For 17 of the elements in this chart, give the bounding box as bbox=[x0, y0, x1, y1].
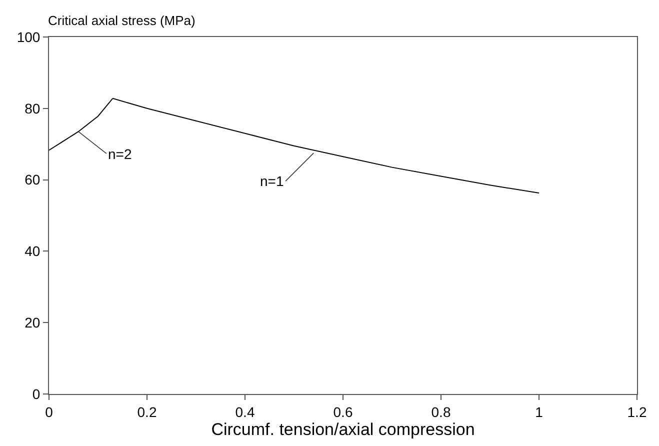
y-tick-label: 40 bbox=[24, 243, 40, 260]
x-tick-label: 1 bbox=[535, 404, 544, 420]
x-tick-label: 0.8 bbox=[431, 404, 451, 420]
y-axis-title: Critical axial stress (MPa) bbox=[48, 13, 196, 28]
x-axis-title: Circumf. tension/axial compression bbox=[211, 420, 475, 439]
x-tick-label: 1.2 bbox=[627, 404, 647, 420]
y-tick-label: 80 bbox=[24, 100, 40, 116]
x-tick-label: 0.4 bbox=[235, 404, 255, 420]
annotation: n=1 bbox=[260, 173, 284, 189]
x-tick-label: 0.6 bbox=[333, 404, 353, 420]
y-tick-label: 100 bbox=[16, 28, 40, 45]
x-tick-label: 0 bbox=[45, 404, 54, 420]
annotation: n=2 bbox=[108, 146, 132, 162]
x-tick-label: 0.2 bbox=[137, 404, 157, 420]
y-tick-label: 0 bbox=[32, 386, 40, 402]
y-tick-label: 60 bbox=[24, 172, 40, 188]
y-tick-label: 20 bbox=[24, 314, 40, 330]
